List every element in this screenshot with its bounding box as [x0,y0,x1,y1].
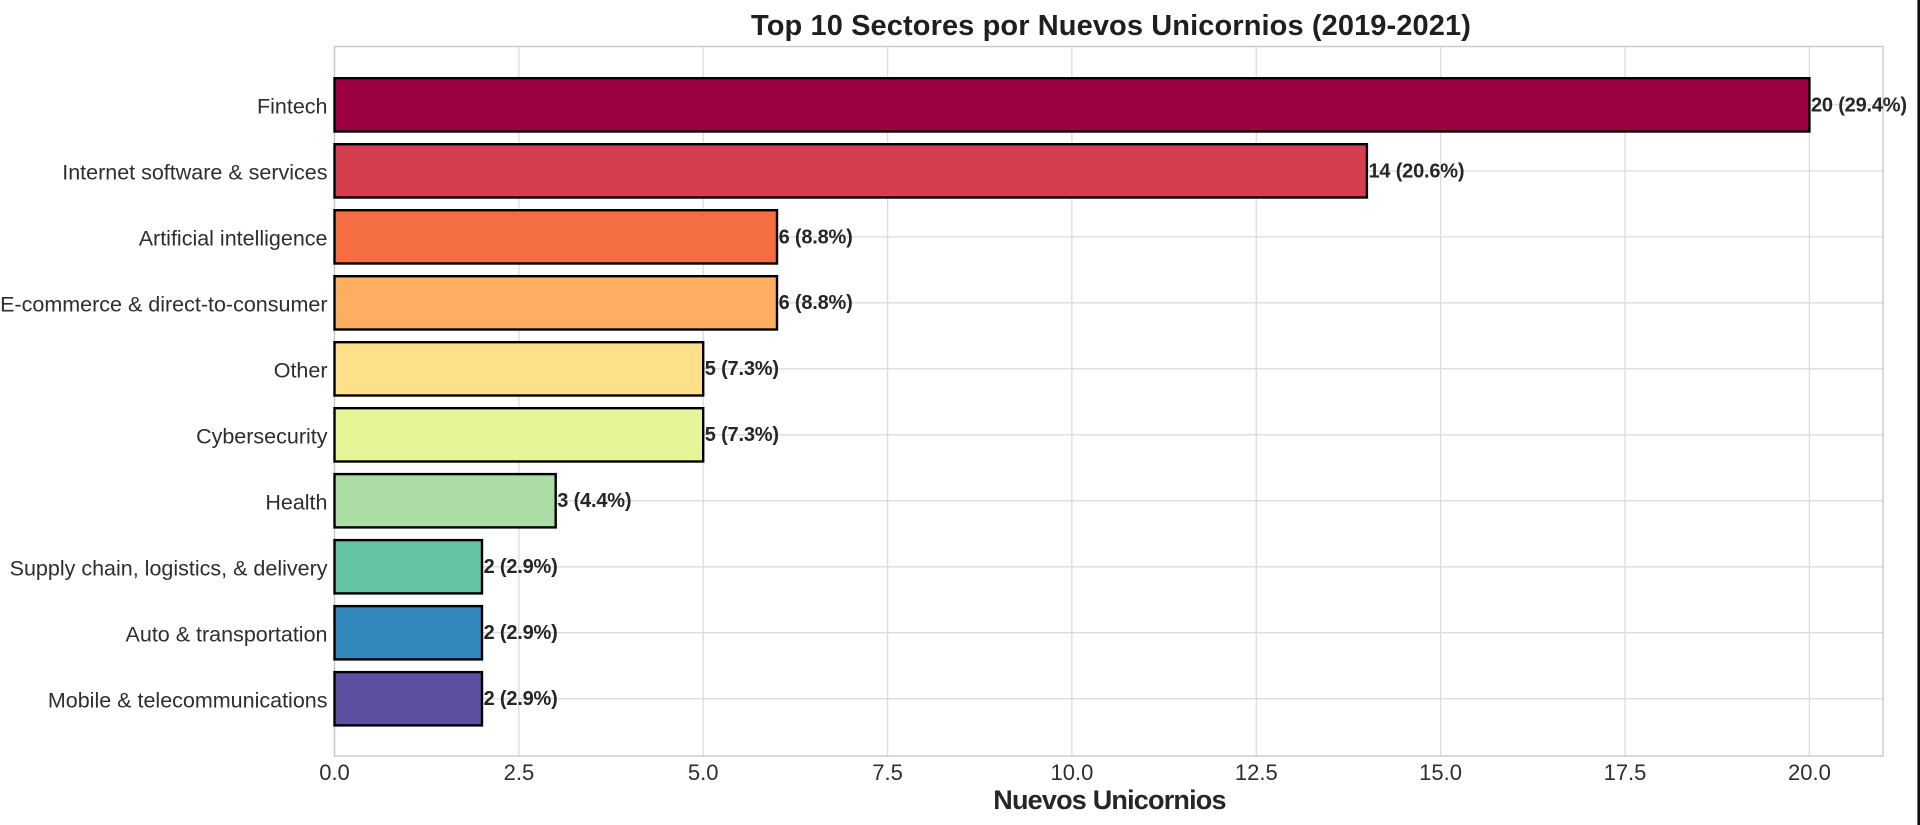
svg-text:12.5: 12.5 [1235,760,1278,785]
svg-text:5.0: 5.0 [688,760,719,785]
svg-text:6 (8.8%): 6 (8.8%) [779,292,853,314]
svg-text:Fintech: Fintech [257,95,328,119]
svg-text:2 (2.9%): 2 (2.9%) [484,622,558,644]
svg-text:20 (29.4%): 20 (29.4%) [1811,94,1907,116]
svg-text:Nuevos Unicornios: Nuevos Unicornios [993,785,1225,815]
svg-text:2 (2.9%): 2 (2.9%) [484,688,558,710]
svg-text:6 (8.8%): 6 (8.8%) [779,226,853,248]
svg-text:Artificial intelligence: Artificial intelligence [139,227,328,251]
svg-text:Mobile & telecommunications: Mobile & telecommunications [48,689,328,713]
svg-text:Health: Health [265,491,327,515]
svg-text:0.0: 0.0 [319,760,350,785]
svg-text:2 (2.9%): 2 (2.9%) [484,556,558,578]
svg-text:5 (7.3%): 5 (7.3%) [705,424,779,446]
svg-text:10.0: 10.0 [1050,760,1093,785]
svg-text:20.0: 20.0 [1788,760,1831,785]
svg-text:E-commerce & direct-to-consume: E-commerce & direct-to-consumer [0,293,327,317]
svg-text:14 (20.6%): 14 (20.6%) [1369,160,1465,182]
svg-text:7.5: 7.5 [872,760,903,785]
svg-text:Auto & transportation: Auto & transportation [126,623,328,647]
svg-text:Top 10 Sectores por Nuevos Uni: Top 10 Sectores por Nuevos Unicornios (2… [751,10,1471,42]
svg-text:2.5: 2.5 [504,760,535,785]
svg-text:Other: Other [274,359,328,383]
svg-text:17.5: 17.5 [1604,760,1647,785]
svg-text:3 (4.4%): 3 (4.4%) [557,490,631,512]
svg-text:15.0: 15.0 [1419,760,1462,785]
svg-text:Cybersecurity: Cybersecurity [196,425,328,449]
svg-text:5 (7.3%): 5 (7.3%) [705,358,779,380]
svg-text:Supply chain, logistics, & del: Supply chain, logistics, & delivery [10,557,328,581]
svg-text:Internet software & services: Internet software & services [62,161,327,185]
